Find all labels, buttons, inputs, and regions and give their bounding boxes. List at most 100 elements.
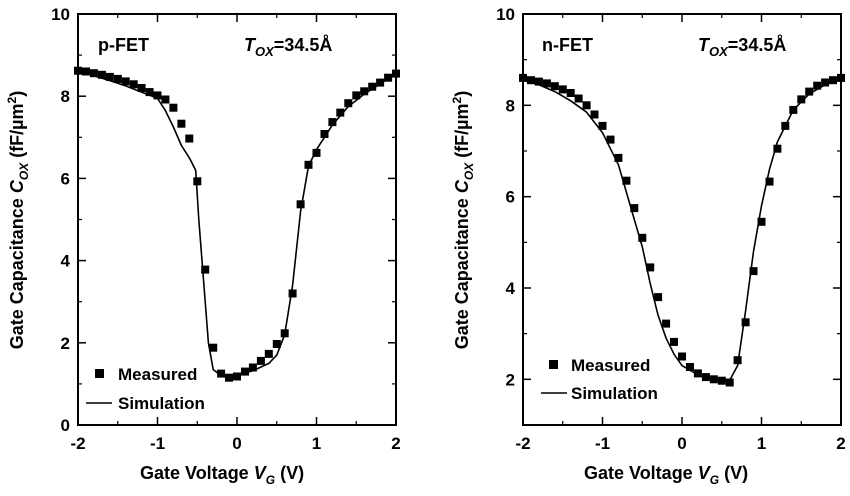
y-tick-label: 4 (506, 279, 516, 298)
legend-nfet: Measured Simulation (541, 356, 658, 403)
tox-annotation-pfet: TOX=34.5Å (244, 35, 332, 59)
measured-point (312, 148, 321, 157)
y-tick-label: 0 (61, 416, 70, 435)
y-axis-title-pfet: Gate Capacitance COX (fF/µm2) (5, 91, 31, 350)
measured-point (288, 289, 297, 298)
measured-point (622, 176, 631, 185)
measured-point (74, 66, 82, 75)
measured-point (368, 82, 377, 91)
measured-point (662, 319, 671, 328)
measured-point (256, 356, 265, 365)
measured-point (598, 121, 607, 130)
legend-marker-measured-pfet (95, 369, 104, 378)
y-tick-label: 8 (61, 87, 70, 106)
y-tick-label: 10 (496, 5, 515, 24)
measured-point (821, 78, 830, 87)
measured-point (360, 87, 369, 96)
y-tick-label: 4 (61, 252, 71, 271)
ticks-nfet (522, 13, 842, 426)
measured-point (113, 74, 122, 83)
legend-label-simulation-pfet: Simulation (118, 394, 205, 413)
measured-point (519, 73, 527, 82)
measured-point (574, 94, 583, 103)
x-tick-label: 0 (232, 434, 241, 453)
measured-point (566, 89, 575, 97)
y-tick-label: 2 (61, 334, 70, 353)
measured-point (145, 88, 154, 97)
measured-point (765, 177, 774, 186)
measured-point (741, 318, 750, 327)
x-axis-title-pfet: Gate Voltage VG (V) (140, 463, 304, 487)
measured-point (797, 95, 806, 104)
x-tick-label: -1 (150, 434, 165, 453)
measured-point (129, 80, 138, 89)
measured-point (105, 72, 114, 81)
measured-point (121, 77, 130, 86)
measured-point (272, 340, 281, 348)
x-tick-label: -1 (595, 434, 610, 453)
measured-point (328, 118, 337, 127)
measured-point (137, 84, 146, 92)
measured-point (352, 91, 361, 100)
measured-point (693, 369, 702, 378)
measured-point (177, 119, 186, 128)
legend-pfet: Measured Simulation (86, 365, 205, 413)
measured-point (376, 78, 385, 87)
measured-point (654, 293, 663, 302)
x-tick-label: 2 (391, 434, 400, 453)
measured-point (320, 130, 329, 138)
measured-point (344, 99, 353, 108)
plot-frame-pfet (77, 13, 397, 426)
panel-label-nfet: n-FET (542, 35, 593, 55)
x-tick-label: 0 (677, 434, 686, 453)
measured-point (161, 95, 170, 104)
legend-marker-measured-nfet (549, 360, 558, 369)
measured-point (542, 79, 551, 88)
chart-nfet: -2 -1 0 1 2 2 4 6 8 10 n-FET TOX=34.5Å Measured S… (450, 5, 846, 487)
x-tick-label: 1 (312, 434, 321, 453)
measured-point (678, 352, 686, 361)
measured-point (97, 70, 106, 79)
x-tick-label: 2 (836, 434, 845, 453)
measured-point (614, 153, 623, 162)
legend-label-measured-nfet: Measured (571, 356, 650, 375)
measured-point (813, 81, 822, 90)
y-axis-title-nfet: Gate Capacitance COX (fF/µm2) (450, 91, 476, 350)
chart-pfet: -2 -1 0 1 2 0 2 4 6 8 10 p-FET TOX=34.5Å Measured … (5, 5, 401, 487)
series-pfet (74, 66, 400, 382)
ticks-pfet (77, 13, 397, 426)
measured-point (336, 108, 345, 117)
tox-annotation-nfet: TOX=34.5Å (698, 35, 786, 59)
x-tick-label: 1 (757, 434, 766, 453)
tick-labels-pfet: -2 -1 0 1 2 0 2 4 6 8 10 (51, 5, 401, 453)
measured-point (193, 177, 202, 186)
y-tick-label: 8 (506, 96, 515, 115)
measured-point (169, 103, 178, 112)
measured-point (749, 267, 758, 276)
measured-point (89, 69, 98, 78)
panel-label-pfet: p-FET (98, 35, 149, 55)
measured-point (264, 349, 273, 358)
measured-point (646, 263, 655, 272)
legend-label-measured-pfet: Measured (118, 365, 197, 384)
measured-point (670, 337, 678, 346)
measured-point (248, 363, 257, 372)
measured-point (201, 265, 210, 274)
measured-point (829, 76, 837, 85)
measured-point (773, 144, 782, 153)
y-tick-label: 6 (61, 169, 70, 188)
measured-point (82, 67, 90, 76)
measured-point (582, 101, 591, 110)
measured-point (241, 367, 249, 376)
simulation-line (77, 70, 397, 377)
simulation-line (522, 78, 842, 381)
measured-point (384, 73, 393, 82)
measured-point (225, 373, 233, 382)
measured-point (209, 343, 218, 352)
measured-point (296, 200, 305, 209)
measured-point (590, 110, 599, 119)
measured-point (550, 82, 559, 91)
measured-point (717, 376, 726, 385)
measured-point (725, 378, 734, 387)
